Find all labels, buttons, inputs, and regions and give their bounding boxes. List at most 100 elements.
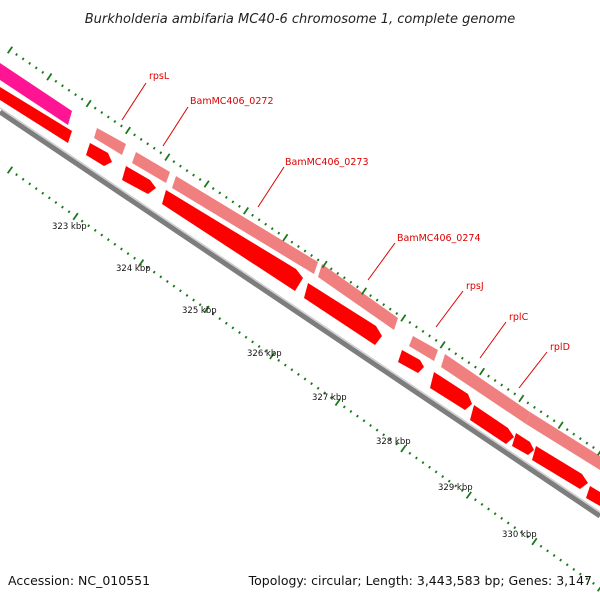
minor-tick bbox=[336, 271, 340, 275]
minor-tick bbox=[28, 61, 32, 65]
minor-tick bbox=[257, 218, 261, 222]
gene-bar-0273 bbox=[172, 176, 318, 274]
minor-tick bbox=[474, 365, 477, 369]
minor-tick bbox=[565, 428, 569, 432]
minor-tick bbox=[460, 356, 464, 360]
minor-tick bbox=[106, 238, 110, 242]
minor-tick bbox=[408, 320, 412, 324]
minor-tick bbox=[277, 231, 281, 235]
minor-tick bbox=[152, 146, 156, 150]
minor-tick bbox=[74, 93, 77, 97]
minor-tick bbox=[447, 347, 451, 351]
major-tick bbox=[400, 314, 407, 322]
minor-tick bbox=[310, 382, 313, 386]
cds-bar-rplC bbox=[430, 372, 472, 410]
gene-label-rplC: rplC bbox=[509, 312, 529, 323]
cds-bar-rplD-a bbox=[470, 405, 514, 444]
minor-tick bbox=[349, 410, 353, 414]
cds-bar-rpsL bbox=[86, 143, 112, 166]
cds-bar-rpsJ bbox=[398, 350, 424, 373]
minor-tick bbox=[165, 279, 169, 283]
minor-tick bbox=[231, 200, 235, 204]
minor-tick bbox=[428, 334, 431, 338]
gene-bar-rpsJ bbox=[409, 336, 438, 361]
minor-tick bbox=[231, 326, 235, 330]
minor-tick bbox=[251, 340, 254, 344]
minor-tick bbox=[526, 535, 530, 539]
minor-tick bbox=[375, 428, 379, 432]
minor-tick bbox=[185, 169, 189, 173]
major-tick bbox=[164, 153, 171, 162]
major-tick bbox=[138, 259, 145, 267]
minor-tick bbox=[172, 160, 176, 164]
minor-tick bbox=[297, 245, 300, 249]
major-tick bbox=[334, 398, 341, 407]
minor-tick bbox=[578, 572, 582, 576]
minor-tick bbox=[408, 451, 412, 455]
minor-tick bbox=[329, 396, 333, 400]
minor-tick bbox=[323, 391, 327, 395]
minor-tick bbox=[467, 361, 471, 365]
minor-tick bbox=[539, 544, 543, 548]
cds-bar-right-edge bbox=[586, 486, 600, 506]
major-tick bbox=[125, 126, 131, 135]
major-tick bbox=[46, 72, 53, 81]
minor-tick bbox=[513, 392, 517, 396]
minor-tick bbox=[159, 275, 163, 279]
major-tick bbox=[7, 46, 13, 54]
minor-tick bbox=[179, 289, 182, 293]
minor-tick bbox=[133, 133, 136, 137]
minor-tick bbox=[415, 456, 418, 460]
minor-tick bbox=[454, 484, 458, 488]
map-title: Burkholderia ambifaria MC40-6 chromosome… bbox=[85, 12, 515, 27]
minor-tick bbox=[198, 178, 202, 182]
minor-tick bbox=[303, 249, 307, 253]
minor-tick bbox=[428, 465, 431, 469]
minor-tick bbox=[519, 530, 523, 534]
minor-tick bbox=[415, 325, 418, 329]
minor-tick bbox=[41, 70, 45, 74]
minor-tick bbox=[146, 266, 150, 270]
cds-bar-left bbox=[0, 87, 72, 143]
gene-track bbox=[94, 128, 600, 470]
minor-tick bbox=[67, 210, 71, 214]
minor-tick bbox=[369, 294, 372, 298]
minor-tick bbox=[198, 303, 202, 307]
label-leader bbox=[435, 290, 464, 328]
gene-bar-0274 bbox=[318, 264, 398, 330]
minor-tick bbox=[100, 233, 104, 237]
minor-tick bbox=[526, 401, 530, 405]
minor-tick bbox=[61, 205, 64, 209]
minor-tick bbox=[395, 442, 399, 446]
cds-track bbox=[86, 143, 600, 506]
major-tick bbox=[439, 340, 446, 349]
minor-tick bbox=[329, 267, 333, 271]
major-tick bbox=[531, 537, 538, 546]
minor-tick bbox=[211, 186, 215, 190]
major-tick bbox=[479, 367, 485, 376]
minor-tick bbox=[172, 284, 176, 288]
minor-tick bbox=[54, 79, 58, 83]
minor-tick bbox=[546, 549, 549, 553]
gene-label-0273: BamMC406_0273 bbox=[285, 157, 368, 168]
minor-tick bbox=[506, 387, 510, 391]
minor-tick bbox=[113, 242, 117, 246]
cds-bar-0272 bbox=[122, 166, 156, 194]
minor-tick bbox=[224, 321, 228, 325]
minor-tick bbox=[34, 187, 38, 191]
outer-tick-ring bbox=[7, 46, 600, 456]
gene-bar-rplC bbox=[441, 354, 530, 424]
minor-tick bbox=[218, 317, 222, 321]
major-tick bbox=[282, 233, 289, 242]
minor-tick bbox=[218, 191, 222, 195]
inner-tick-ring bbox=[6, 166, 600, 592]
minor-tick bbox=[356, 414, 359, 418]
minor-tick bbox=[316, 386, 320, 390]
minor-tick bbox=[257, 344, 261, 348]
genome-summary-text: Topology: circular; Length: 3,443,583 bp… bbox=[248, 573, 592, 588]
major-tick bbox=[6, 166, 14, 174]
label-leader bbox=[518, 351, 548, 389]
minor-tick bbox=[552, 553, 556, 557]
minor-tick bbox=[159, 151, 163, 155]
minor-tick bbox=[546, 414, 549, 418]
